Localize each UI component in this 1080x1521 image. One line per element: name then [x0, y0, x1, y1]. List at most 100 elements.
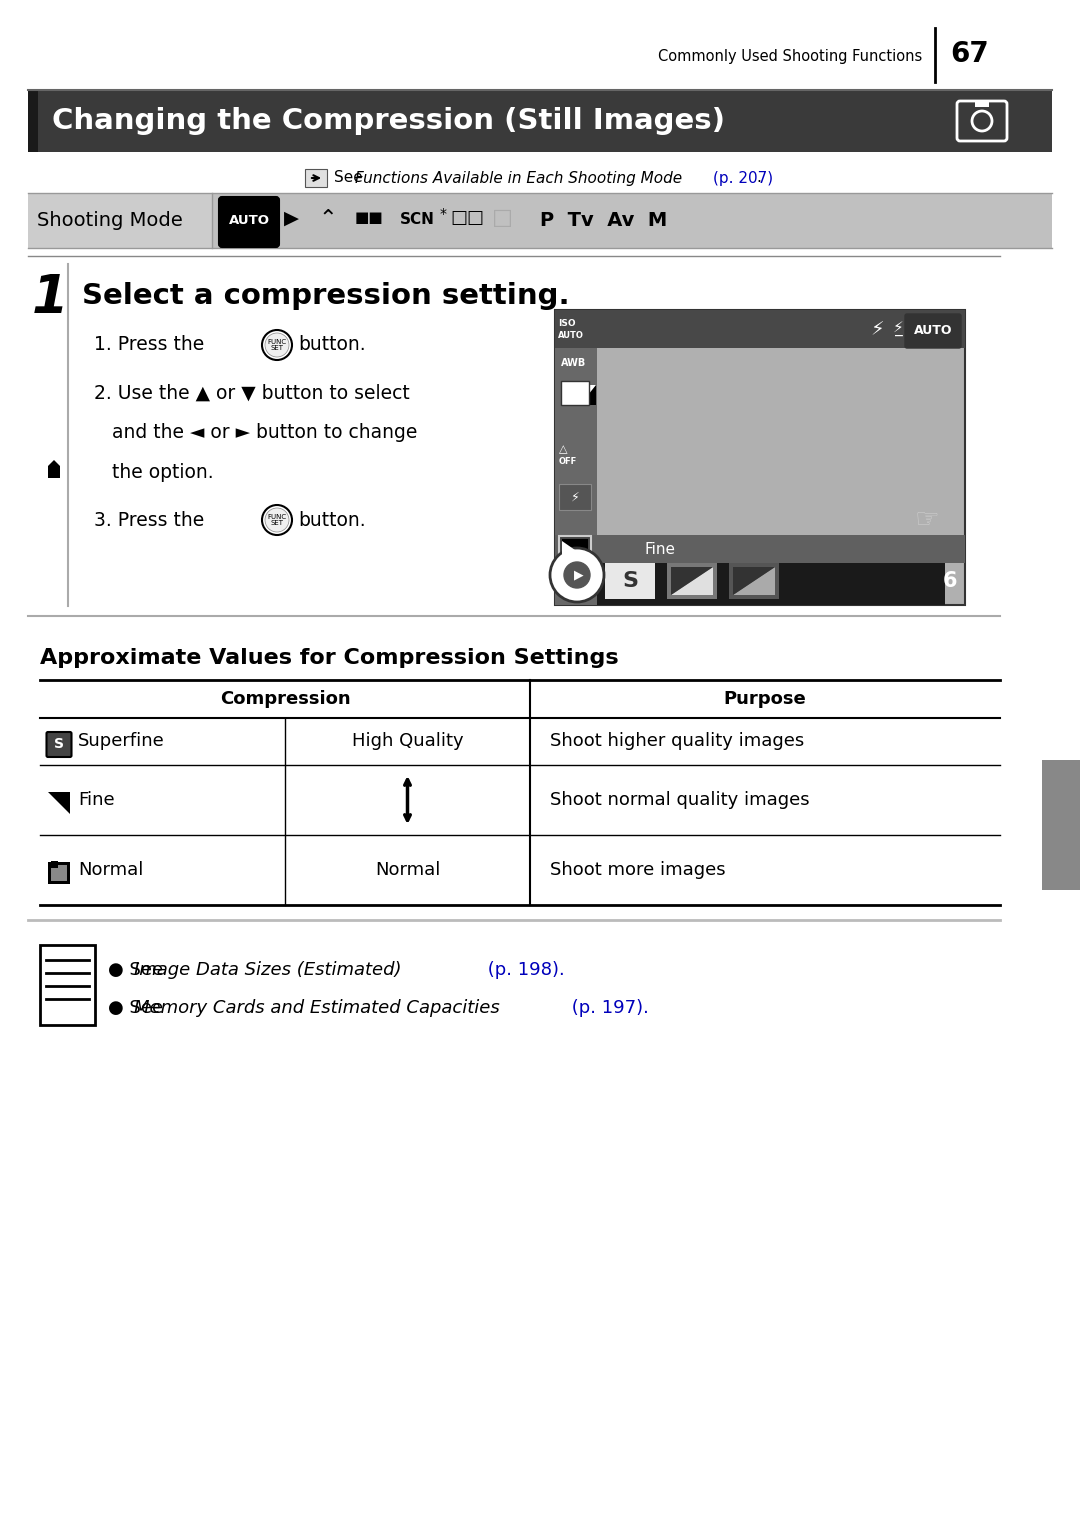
Text: ▶: ▶	[575, 569, 584, 581]
Bar	[28, 193, 1052, 248]
Bar	[48, 792, 70, 814]
Polygon shape	[562, 541, 588, 560]
Circle shape	[262, 505, 292, 535]
Bar	[555, 310, 597, 605]
Text: S: S	[622, 570, 638, 592]
Circle shape	[550, 548, 604, 602]
Circle shape	[262, 330, 292, 360]
Bar	[305, 169, 327, 187]
Text: ▶: ▶	[284, 208, 299, 228]
Bar	[597, 563, 945, 605]
Text: Changing the Compression (Still Images): Changing the Compression (Still Images)	[52, 106, 725, 135]
Bar	[559, 484, 591, 510]
FancyBboxPatch shape	[219, 198, 279, 246]
FancyBboxPatch shape	[905, 313, 961, 348]
Text: *: *	[440, 207, 447, 221]
Polygon shape	[671, 567, 713, 595]
Text: ⌃: ⌃	[318, 208, 337, 228]
Polygon shape	[48, 792, 70, 814]
Bar	[605, 563, 654, 599]
Text: Image Data Sizes (Estimated): Image Data Sizes (Estimated)	[134, 961, 402, 980]
Text: FUNC: FUNC	[268, 514, 286, 520]
Bar	[559, 535, 591, 561]
Circle shape	[265, 333, 289, 357]
Text: Normal: Normal	[375, 861, 441, 879]
Text: SET: SET	[270, 345, 283, 351]
Bar	[48, 862, 70, 884]
Text: Fine: Fine	[645, 541, 676, 557]
Text: button.: button.	[298, 511, 366, 529]
Text: Shoot higher quality images: Shoot higher quality images	[550, 733, 805, 750]
Text: FUNC: FUNC	[268, 339, 286, 345]
Bar	[555, 535, 966, 563]
Text: See: See	[334, 170, 367, 186]
Text: AUTO: AUTO	[558, 330, 584, 339]
Text: Superfine: Superfine	[78, 733, 165, 750]
Text: ● See: ● See	[108, 961, 168, 980]
Text: Memory Cards and Estimated Capacities: Memory Cards and Estimated Capacities	[134, 999, 500, 1018]
Text: button.: button.	[298, 336, 366, 354]
Text: Functions Available in Each Shooting Mode: Functions Available in Each Shooting Mod…	[355, 170, 683, 186]
Text: Purpose: Purpose	[724, 691, 807, 707]
Text: and the ◄ or ► button to change: and the ◄ or ► button to change	[94, 423, 417, 443]
Polygon shape	[733, 567, 775, 595]
Text: 1. Press the: 1. Press the	[94, 336, 204, 354]
Bar	[555, 310, 966, 605]
Text: ⚡: ⚡	[870, 321, 883, 339]
Text: ● See: ● See	[108, 999, 168, 1018]
Bar	[580, 385, 596, 405]
Text: ⚡: ⚡	[570, 490, 579, 503]
Text: △: △	[559, 444, 567, 453]
Bar	[1042, 760, 1080, 890]
Text: 67: 67	[950, 40, 989, 68]
Text: □□: □□	[450, 208, 484, 227]
Text: 3. Press the: 3. Press the	[94, 511, 204, 529]
Circle shape	[564, 561, 590, 589]
Text: Shoot normal quality images: Shoot normal quality images	[550, 791, 810, 809]
Text: OFF: OFF	[559, 458, 577, 467]
Bar	[212, 193, 1052, 248]
Text: Compression: Compression	[219, 691, 350, 707]
Polygon shape	[48, 459, 60, 478]
Text: ☞: ☞	[915, 506, 940, 534]
Text: Normal: Normal	[78, 861, 144, 879]
Bar	[40, 945, 95, 1025]
Text: ■■: ■■	[355, 210, 383, 225]
Text: SCN: SCN	[400, 213, 435, 228]
Text: AUTO: AUTO	[914, 324, 953, 338]
Circle shape	[265, 508, 289, 532]
Text: (p. 198).: (p. 198).	[482, 961, 565, 980]
Text: AUTO: AUTO	[229, 213, 270, 227]
Text: Fine: Fine	[78, 791, 114, 809]
Text: ISO: ISO	[558, 318, 576, 327]
Bar	[51, 865, 67, 881]
Text: 1: 1	[31, 272, 68, 324]
Bar	[729, 563, 779, 599]
Bar	[51, 861, 58, 868]
Bar	[28, 90, 38, 152]
Text: Shoot more images: Shoot more images	[550, 861, 726, 879]
Polygon shape	[671, 567, 713, 595]
Text: High Quality: High Quality	[352, 733, 463, 750]
Bar	[562, 538, 588, 560]
FancyBboxPatch shape	[46, 732, 71, 757]
Text: □: □	[492, 208, 513, 228]
Text: Approximate Values for Compression Settings: Approximate Values for Compression Setti…	[40, 648, 619, 668]
Text: S: S	[54, 738, 64, 751]
Text: Select a compression setting.: Select a compression setting.	[82, 281, 569, 310]
Text: (p. 197).: (p. 197).	[566, 999, 649, 1018]
Text: (p. 207): (p. 207)	[713, 170, 773, 186]
Polygon shape	[733, 567, 775, 595]
Text: 2. Use the ▲ or ▼ button to select: 2. Use the ▲ or ▼ button to select	[94, 383, 409, 403]
Text: Shooting Mode: Shooting Mode	[37, 210, 183, 230]
Text: P  Tv  Av  M: P Tv Av M	[540, 210, 667, 230]
Text: SET: SET	[270, 520, 283, 526]
Text: .: .	[756, 170, 761, 186]
Bar	[28, 90, 1052, 152]
Text: AWB: AWB	[561, 357, 586, 368]
Bar	[561, 380, 589, 405]
Polygon shape	[580, 385, 596, 405]
Bar	[667, 563, 717, 599]
Text: the option.: the option.	[94, 464, 214, 482]
Bar	[975, 100, 989, 106]
